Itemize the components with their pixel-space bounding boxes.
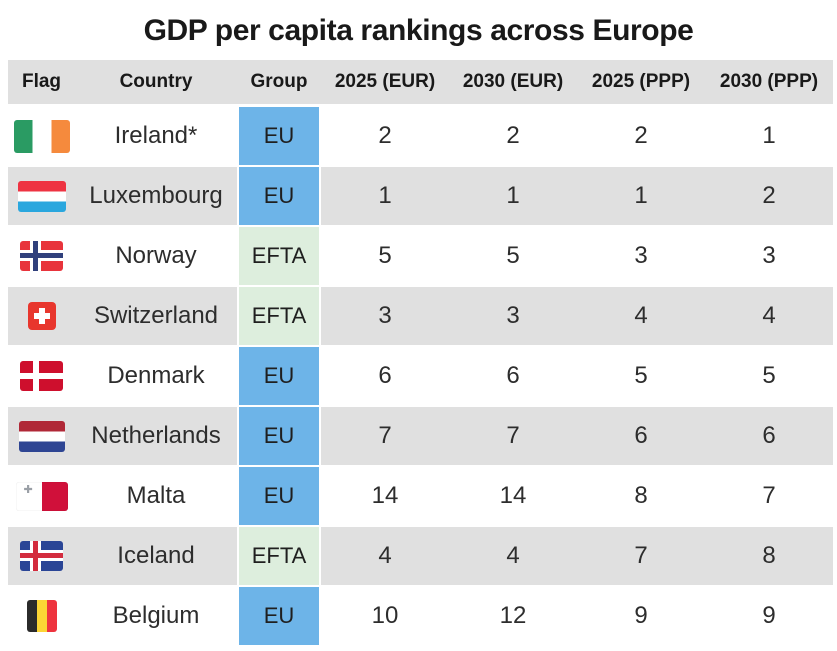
group-badge: EU — [237, 167, 321, 227]
rank-value: 3 — [449, 287, 577, 347]
rank-value: 14 — [321, 467, 449, 527]
group-badge: EU — [237, 467, 321, 527]
country-name: Malta — [75, 467, 237, 527]
group-badge: EFTA — [237, 287, 321, 347]
rank-value: 1 — [577, 167, 705, 227]
rank-value: 9 — [705, 587, 833, 647]
country-name: Ireland* — [75, 107, 237, 167]
flag-cell — [8, 587, 75, 647]
rank-value: 3 — [705, 227, 833, 287]
country-name: Denmark — [75, 347, 237, 407]
rank-value: 7 — [321, 407, 449, 467]
rank-value: 1 — [449, 167, 577, 227]
rank-value: 8 — [705, 527, 833, 587]
country-name: Switzerland — [75, 287, 237, 347]
rank-value: 14 — [449, 467, 577, 527]
flag-cell — [8, 347, 75, 407]
rank-value: 5 — [705, 347, 833, 407]
column-header-group: Group — [237, 60, 321, 107]
flag-cell — [8, 227, 75, 287]
table-row-switzerland: Switzerland EFTA 3 3 4 4 — [8, 287, 833, 347]
rank-value: 10 — [321, 587, 449, 647]
rank-value: 9 — [577, 587, 705, 647]
column-header-2030-eur: 2030 (EUR) — [449, 60, 577, 107]
rank-value: 4 — [577, 287, 705, 347]
rank-value: 2 — [705, 167, 833, 227]
rank-value: 7 — [577, 527, 705, 587]
table-row-iceland: Iceland EFTA 4 4 7 8 — [8, 527, 833, 587]
rank-value: 6 — [577, 407, 705, 467]
rank-value: 3 — [321, 287, 449, 347]
flag-cell — [8, 167, 75, 227]
iceland-flag-icon — [20, 541, 63, 571]
norway-flag-icon — [20, 241, 63, 271]
column-header-country: Country — [75, 60, 237, 107]
flag-cell — [8, 467, 75, 527]
table-row-netherlands: Netherlands EU 7 7 6 6 — [8, 407, 833, 467]
rank-value: 3 — [577, 227, 705, 287]
country-name: Luxembourg — [75, 167, 237, 227]
rank-value: 5 — [321, 227, 449, 287]
table-row-belgium: Belgium EU 10 12 9 9 — [8, 587, 833, 647]
table-row-denmark: Denmark EU 6 6 5 5 — [8, 347, 833, 407]
header-row: Flag Country Group 2025 (EUR) 2030 (EUR) 2025… — [8, 60, 833, 107]
flag-cell — [8, 107, 75, 167]
group-badge: EU — [237, 107, 321, 167]
table-row-luxembourg: Luxembourg EU 1 1 1 2 — [8, 167, 833, 227]
rank-value: 5 — [577, 347, 705, 407]
rank-value: 12 — [449, 587, 577, 647]
netherlands-flag-icon — [18, 420, 65, 452]
column-header-2025-eur: 2025 (EUR) — [321, 60, 449, 107]
rank-value: 7 — [449, 407, 577, 467]
rank-value: 4 — [321, 527, 449, 587]
group-badge: EFTA — [237, 227, 321, 287]
table-row-ireland: Ireland* EU 2 2 2 1 — [8, 107, 833, 167]
rank-value: 8 — [577, 467, 705, 527]
country-name: Iceland — [75, 527, 237, 587]
column-header-2030-ppp: 2030 (PPP) — [705, 60, 833, 107]
rank-value: 6 — [449, 347, 577, 407]
group-badge: EU — [237, 347, 321, 407]
switzerland-flag-icon — [27, 302, 56, 331]
rank-value: 7 — [705, 467, 833, 527]
group-badge: EU — [237, 407, 321, 467]
rank-value: 2 — [449, 107, 577, 167]
rank-value: 1 — [705, 107, 833, 167]
ireland-flag-icon — [13, 119, 70, 153]
flag-cell — [8, 527, 75, 587]
rank-value: 4 — [705, 287, 833, 347]
rank-value: 1 — [321, 167, 449, 227]
country-name: Belgium — [75, 587, 237, 647]
rank-value: 5 — [449, 227, 577, 287]
page-title: GDP per capita rankings across Europe — [143, 14, 694, 47]
flag-cell — [8, 407, 75, 467]
rank-value: 2 — [577, 107, 705, 167]
gdp-rankings-table: Flag Country Group 2025 (EUR) 2030 (EUR) 2025… — [8, 60, 833, 647]
group-badge: EU — [237, 587, 321, 647]
column-header-2025-ppp: 2025 (PPP) — [577, 60, 705, 107]
belgium-flag-icon — [26, 600, 57, 632]
rank-value: 6 — [705, 407, 833, 467]
luxembourg-flag-icon — [17, 180, 66, 212]
denmark-flag-icon — [20, 361, 63, 391]
malta-flag-icon — [15, 481, 68, 511]
column-header-flag: Flag — [8, 60, 75, 107]
country-name: Netherlands — [75, 407, 237, 467]
flag-cell — [8, 287, 75, 347]
rank-value: 6 — [321, 347, 449, 407]
rank-value: 4 — [449, 527, 577, 587]
rank-value: 2 — [321, 107, 449, 167]
table-header: Flag Country Group 2025 (EUR) 2030 (EUR) 2025… — [8, 60, 833, 107]
table-body: Ireland* EU 2 2 2 1 Luxembourg EU 1 1 1 2 Norway EFTA… — [8, 107, 833, 647]
country-name: Norway — [75, 227, 237, 287]
table-row-norway: Norway EFTA 5 5 3 3 — [8, 227, 833, 287]
group-badge: EFTA — [237, 527, 321, 587]
